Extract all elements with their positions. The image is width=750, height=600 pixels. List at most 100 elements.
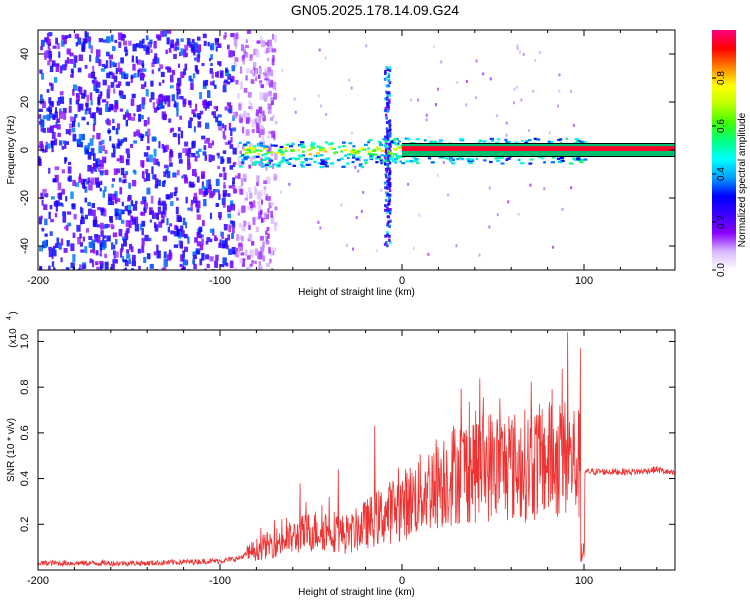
scatter-cell <box>505 133 508 137</box>
noise-cell <box>63 36 67 45</box>
scatter-cell <box>489 77 492 81</box>
noise-cell <box>126 249 130 254</box>
noise-cell <box>234 189 237 194</box>
noise-cell <box>174 46 180 51</box>
noise-cell <box>267 146 271 153</box>
noise-cell <box>267 39 272 47</box>
spike-cell <box>385 175 388 179</box>
y-tick-label: 0 <box>19 147 31 153</box>
noise-cell <box>111 72 115 79</box>
noise-cell <box>116 123 121 130</box>
scatter-cell <box>425 113 428 117</box>
trace-cell <box>386 159 390 163</box>
noise-cell <box>143 44 147 52</box>
trace-cell <box>385 145 389 148</box>
noise-cell <box>79 264 83 270</box>
noise-cell <box>70 74 73 78</box>
trace-cell <box>580 158 585 162</box>
noise-cell <box>272 55 275 62</box>
noise-cell <box>131 216 134 222</box>
noise-cell <box>81 116 86 121</box>
noise-cell <box>57 182 62 191</box>
noise-cell <box>196 241 202 247</box>
spike-cell <box>386 186 389 190</box>
trace-cell <box>514 141 519 144</box>
trace-cell <box>529 158 534 161</box>
scatter-cell <box>417 98 420 102</box>
x-axis-label: Height of straight line (km) <box>298 587 415 598</box>
trace-cell <box>273 163 278 166</box>
noise-cell <box>129 243 133 250</box>
trace-cell <box>482 140 487 143</box>
noise-cell <box>138 265 141 270</box>
scatter-cell <box>272 114 275 118</box>
noise-cell <box>259 35 263 41</box>
noise-cell <box>139 104 142 112</box>
trace-cell <box>358 164 362 168</box>
noise-cell <box>263 186 267 190</box>
noise-cell <box>273 225 277 232</box>
noise-cell <box>104 169 109 176</box>
noise-cell <box>176 38 180 43</box>
noise-cell <box>70 68 74 74</box>
noise-cell <box>153 137 157 141</box>
spike-cell <box>388 153 392 157</box>
noise-cell <box>167 100 171 107</box>
x-tick-label: 100 <box>575 275 593 287</box>
noise-cell <box>197 44 202 52</box>
noise-cell <box>120 71 126 79</box>
noise-cell <box>175 206 179 215</box>
noise-cell <box>221 123 225 129</box>
noise-cell <box>206 263 210 269</box>
noise-cell <box>128 182 132 189</box>
noise-cell <box>164 98 167 105</box>
noise-cell <box>173 53 177 60</box>
trace-cell <box>310 141 314 144</box>
trace-cell <box>358 163 363 166</box>
spike-cell <box>387 104 390 108</box>
noise-cell <box>263 92 268 100</box>
scatter-cell <box>350 86 353 90</box>
noise-cell <box>161 143 165 149</box>
trace-cell <box>351 156 356 159</box>
noise-cell <box>106 36 111 44</box>
spike-cell <box>388 134 391 138</box>
noise-cell <box>106 51 110 57</box>
noise-cell <box>220 156 224 164</box>
colorbar-tick-label: 0.8 <box>716 71 727 85</box>
noise-cell <box>95 56 100 64</box>
noise-cell <box>180 254 184 262</box>
trace-cell <box>239 155 242 158</box>
noise-cell <box>90 166 94 174</box>
noise-cell <box>94 235 99 243</box>
scatter-cell <box>294 110 297 114</box>
noise-cell <box>112 259 115 267</box>
noise-cell <box>63 140 67 145</box>
colorbar-label: Normalized spectral amplitude <box>737 112 748 247</box>
scatter-cell <box>543 187 546 191</box>
noise-cell <box>167 226 171 233</box>
noise-cell <box>208 154 213 163</box>
noise-cell <box>55 121 58 127</box>
noise-cell <box>147 117 150 125</box>
noise-cell <box>247 187 252 193</box>
noise-cell <box>59 65 63 74</box>
noise-cell <box>141 84 145 90</box>
noise-cell <box>86 94 90 103</box>
noise-cell <box>126 81 131 87</box>
noise-cell <box>63 247 68 253</box>
noise-cell <box>116 198 121 202</box>
chart-title: GN05.2025.178.14.09.G24 <box>290 2 460 18</box>
noise-cell <box>48 249 53 258</box>
spike-cell <box>388 189 392 193</box>
noise-cell <box>61 64 67 71</box>
noise-cell <box>238 244 244 252</box>
noise-cell <box>248 266 252 270</box>
trace-cell <box>298 144 303 147</box>
noise-cell <box>269 45 273 53</box>
noise-cell <box>156 244 159 253</box>
scatter-cell <box>558 89 561 93</box>
scatter-cell <box>436 87 439 91</box>
noise-cell <box>125 111 129 118</box>
noise-cell <box>38 157 42 166</box>
